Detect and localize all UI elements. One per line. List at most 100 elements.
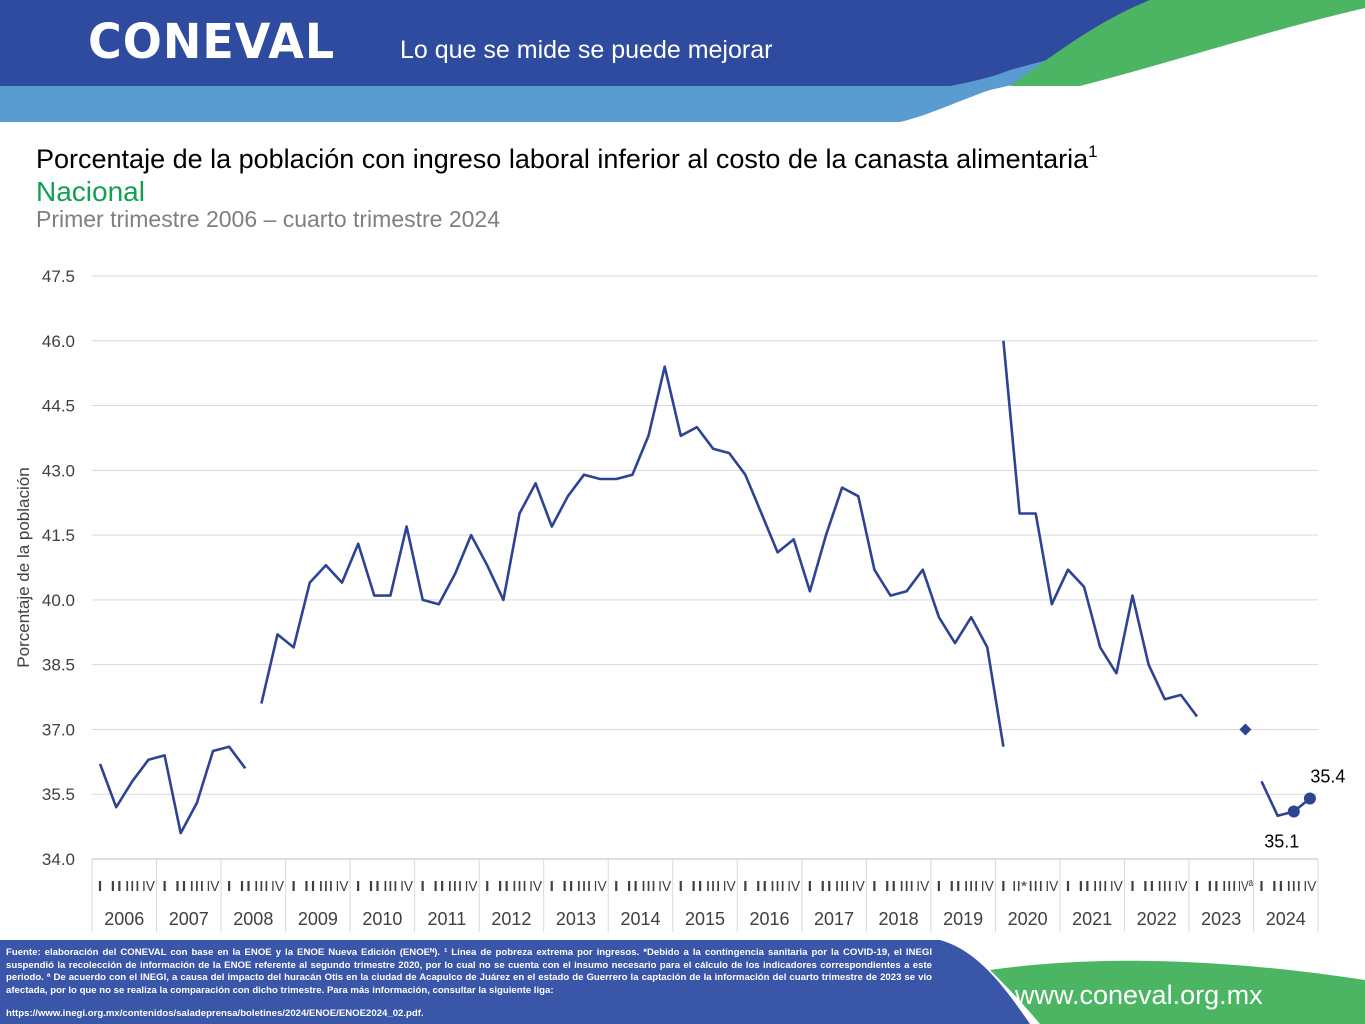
y-tick-label: 34.0 bbox=[42, 850, 75, 869]
quarter-tick-label: IV bbox=[271, 878, 284, 895]
source-link[interactable]: https://www.inegi.org.mx/contenidos/sala… bbox=[6, 1008, 424, 1019]
quarter-tick-label: IVª bbox=[1238, 878, 1253, 895]
quarter-tick-label: II bbox=[949, 878, 962, 895]
header-slogan: Lo que se mide se puede mejorar bbox=[400, 36, 773, 64]
year-tick-label: 2022 bbox=[1137, 909, 1177, 929]
year-tick-label: 2024 bbox=[1266, 909, 1306, 929]
quarter-tick-label: II bbox=[368, 878, 381, 895]
quarter-tick-label: II bbox=[1078, 878, 1091, 895]
quarter-tick-label: IV bbox=[594, 878, 607, 895]
chart-title-text: Porcentaje de la población con ingreso l… bbox=[36, 144, 1089, 174]
quarter-tick-label: II bbox=[626, 878, 639, 895]
quarter-tick-label: IV bbox=[465, 878, 478, 895]
data-label: 35.1 bbox=[1264, 831, 1299, 851]
y-tick-label: 35.5 bbox=[42, 785, 75, 804]
website-link[interactable]: www.coneval.org.mx bbox=[1015, 980, 1263, 1010]
coneval-logo: CONEVAL bbox=[88, 12, 336, 70]
y-tick-label: 37.0 bbox=[42, 720, 75, 739]
quarter-tick-label: I bbox=[1194, 878, 1201, 895]
quarter-tick-label: III bbox=[1286, 878, 1301, 895]
source-note: Fuente: elaboración del CONEVAL con base… bbox=[6, 947, 932, 996]
quarter-tick-label: I bbox=[678, 878, 685, 895]
year-tick-label: 2013 bbox=[556, 909, 596, 929]
quarter-tick-label: I bbox=[355, 878, 362, 895]
header-banner: CONEVAL Lo que se mide se puede mejorar bbox=[0, 0, 1365, 125]
year-tick-label: 2011 bbox=[428, 909, 467, 929]
quarter-tick-label: II bbox=[884, 878, 897, 895]
quarter-tick-label: III bbox=[512, 878, 527, 895]
year-tick-label: 2017 bbox=[814, 909, 854, 929]
quarter-tick-label: I bbox=[1000, 878, 1007, 895]
chart-period: Primer trimestre 2006 – cuarto trimestre… bbox=[36, 206, 501, 232]
quarter-tick-label: III bbox=[318, 878, 333, 895]
quarter-tick-label: IV bbox=[529, 878, 542, 895]
y-tick-label: 40.0 bbox=[42, 591, 75, 610]
series-line bbox=[260, 365, 1005, 747]
year-tick-label: 2007 bbox=[169, 909, 209, 929]
quarter-tick-label: II bbox=[819, 878, 832, 895]
quarter-tick-label: I bbox=[419, 878, 426, 895]
quarter-tick-label: IV bbox=[852, 878, 865, 895]
chart-subtitle: Nacional bbox=[36, 176, 145, 207]
quarter-tick-label: I bbox=[871, 878, 878, 895]
quarter-tick-label: III bbox=[125, 878, 140, 895]
y-tick-label: 47.5 bbox=[42, 267, 75, 286]
quarter-tick-label: III bbox=[189, 878, 204, 895]
quarter-tick-label: I bbox=[936, 878, 943, 895]
quarter-tick-label: III bbox=[964, 878, 979, 895]
year-tick-label: 2006 bbox=[104, 909, 144, 929]
year-tick-label: 2018 bbox=[879, 909, 919, 929]
quarter-tick-label: II* bbox=[1012, 878, 1027, 895]
quarter-tick-label: II bbox=[432, 878, 445, 895]
year-tick-label: 2015 bbox=[685, 909, 725, 929]
quarter-tick-label: III bbox=[1093, 878, 1108, 895]
line-chart: 34.0 35.5 37.0 38.5 40.0 41.5 43.0 44.5 46.0 47.5… bbox=[14, 267, 1345, 932]
quarter-tick-label: I bbox=[226, 878, 233, 895]
quarter-tick-label: I bbox=[1129, 878, 1136, 895]
data-point-diamond bbox=[1239, 723, 1252, 736]
y-tick-label: 43.0 bbox=[42, 461, 75, 480]
year-tick-label: 2009 bbox=[298, 909, 338, 929]
year-tick-label: 2008 bbox=[233, 909, 273, 929]
quarter-tick-label: IV bbox=[916, 878, 929, 895]
quarter-tick-label: III bbox=[835, 878, 850, 895]
quarter-tick-label: II bbox=[561, 878, 574, 895]
year-tick-label: 2010 bbox=[362, 909, 402, 929]
quarter-tick-label: I bbox=[484, 878, 491, 895]
quarter-tick-label: II bbox=[303, 878, 316, 895]
quarter-tick-label: II bbox=[755, 878, 768, 895]
quarter-tick-label: III bbox=[706, 878, 721, 895]
quarter-tick-label: I bbox=[1065, 878, 1072, 895]
quarter-tick-label: IV bbox=[723, 878, 736, 895]
series-line bbox=[98, 745, 247, 835]
quarter-tick-label: IV bbox=[787, 878, 800, 895]
year-tick-label: 2012 bbox=[491, 909, 531, 929]
quarter-tick-label: II bbox=[174, 878, 187, 895]
quarter-tick-label: III bbox=[383, 878, 398, 895]
quarter-tick-label: IV bbox=[142, 878, 155, 895]
quarter-tick-label: IV bbox=[206, 878, 219, 895]
quarter-tick-label: IV bbox=[336, 878, 349, 895]
footer-banner: Fuente: elaboración del CONEVAL con base… bbox=[0, 940, 1365, 1024]
y-tick-label: 38.5 bbox=[42, 656, 75, 675]
quarter-tick-label: II bbox=[1271, 878, 1284, 895]
quarter-tick-label: IV bbox=[981, 878, 994, 895]
quarter-tick-label: II bbox=[497, 878, 510, 895]
quarter-tick-label: II bbox=[1142, 878, 1155, 895]
quarter-tick-label: I bbox=[1258, 878, 1265, 895]
quarter-tick-label: I bbox=[549, 878, 556, 895]
quarter-tick-label: III bbox=[1028, 878, 1043, 895]
quarter-tick-label: IV bbox=[1303, 878, 1316, 895]
quarter-tick-label: III bbox=[770, 878, 785, 895]
y-tick-label: 44.5 bbox=[42, 397, 75, 416]
quarter-tick-label: III bbox=[1157, 878, 1172, 895]
year-tick-label: 2019 bbox=[943, 909, 983, 929]
title-footnote-marker: 1 bbox=[1088, 142, 1098, 161]
series-line bbox=[1002, 340, 1199, 718]
quarter-tick-label: II bbox=[690, 878, 703, 895]
quarter-tick-label: IV bbox=[1174, 878, 1187, 895]
series-line bbox=[1260, 780, 1311, 818]
y-tick-label: 46.0 bbox=[42, 332, 75, 351]
quarter-tick-label: I bbox=[97, 878, 104, 895]
data-label: 35.4 bbox=[1310, 767, 1345, 787]
